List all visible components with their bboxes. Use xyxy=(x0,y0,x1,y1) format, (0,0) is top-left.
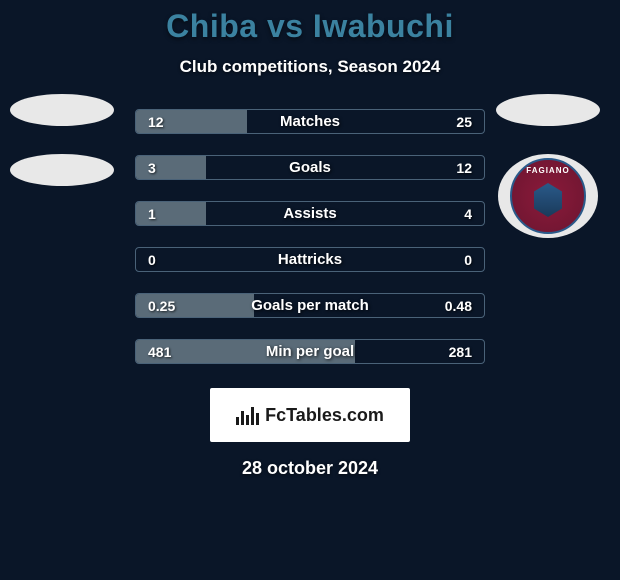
comparison-area: FAGIANO 12 Matches 25 3 Goals 12 1 Assists 4 0 Hat… xyxy=(0,109,620,364)
stat-value-left: 12 xyxy=(148,114,164,130)
branding-badge: FcTables.com xyxy=(210,388,410,442)
right-player-column: FAGIANO xyxy=(496,94,600,238)
stat-value-right: 281 xyxy=(449,344,472,360)
stat-value-left: 0 xyxy=(148,252,156,268)
comparison-card: Chiba vs Iwabuchi Club competitions, Sea… xyxy=(0,0,620,479)
stat-value-right: 0.48 xyxy=(445,298,472,314)
subtitle: Club competitions, Season 2024 xyxy=(0,57,620,77)
club-badge-inner: FAGIANO xyxy=(510,158,586,234)
stats-bars: 12Matches253Goals121Assists40Hattricks00… xyxy=(135,109,485,364)
page-title: Chiba vs Iwabuchi xyxy=(0,8,620,45)
stat-fill xyxy=(136,156,206,179)
left-player-column xyxy=(10,94,114,186)
stat-fill xyxy=(136,202,206,225)
branding-text: FcTables.com xyxy=(265,405,384,426)
club-badge-shield-icon xyxy=(534,183,562,217)
stat-label: Min per goal xyxy=(266,343,354,360)
stat-row: 0.25 Goals per match 0.48 xyxy=(135,293,485,318)
stat-row: 12 Matches 25 xyxy=(135,109,485,134)
stat-row: 1 Assists 4 xyxy=(135,201,485,226)
player-avatar-placeholder xyxy=(10,94,114,126)
club-badge: FAGIANO xyxy=(498,154,598,238)
stat-label: Matches xyxy=(280,113,340,130)
player-avatar-placeholder xyxy=(496,94,600,126)
stat-value-left: 3 xyxy=(148,160,156,176)
stat-label: Assists xyxy=(283,205,336,222)
stat-row: 3 Goals 12 xyxy=(135,155,485,180)
date-label: 28 october 2024 xyxy=(0,458,620,479)
stat-value-left: 1 xyxy=(148,206,156,222)
stat-value-right: 12 xyxy=(456,160,472,176)
stat-row: 0 Hattricks 0 xyxy=(135,247,485,272)
stat-value-left: 481 xyxy=(148,344,171,360)
stat-label: Goals xyxy=(289,159,331,176)
club-logo-placeholder xyxy=(10,154,114,186)
stat-value-left: 0.25 xyxy=(148,298,175,314)
stat-value-right: 0 xyxy=(464,252,472,268)
stat-value-right: 25 xyxy=(456,114,472,130)
club-badge-text: FAGIANO xyxy=(526,166,569,175)
stat-label: Hattricks xyxy=(278,251,342,268)
chart-icon xyxy=(236,405,259,425)
stat-value-right: 4 xyxy=(464,206,472,222)
stat-row: 481 Min per goal 281 xyxy=(135,339,485,364)
stat-label: Goals per match xyxy=(251,297,369,314)
